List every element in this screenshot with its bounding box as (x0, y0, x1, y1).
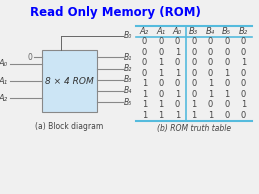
Text: 1: 1 (175, 90, 180, 99)
Text: Read Only Memory (ROM): Read Only Memory (ROM) (30, 6, 201, 19)
Text: 1: 1 (175, 48, 180, 57)
Text: A₀: A₀ (173, 27, 182, 36)
Text: A₁: A₁ (0, 76, 8, 86)
Text: 1: 1 (224, 90, 229, 99)
Text: 0: 0 (224, 48, 229, 57)
Text: 0: 0 (224, 100, 229, 109)
Text: 1: 1 (175, 111, 180, 120)
Text: 0: 0 (175, 100, 180, 109)
Text: 1: 1 (175, 69, 180, 78)
Text: 1: 1 (241, 100, 246, 109)
Text: 0: 0 (224, 58, 229, 67)
Text: 0: 0 (142, 58, 147, 67)
Text: B₄: B₄ (206, 27, 215, 36)
Text: 1: 1 (158, 69, 163, 78)
Text: 0: 0 (27, 53, 32, 62)
Text: 0: 0 (208, 100, 213, 109)
Text: 1: 1 (142, 90, 147, 99)
Text: 8 × 4 ROM: 8 × 4 ROM (45, 76, 94, 86)
Text: 0: 0 (241, 90, 246, 99)
Text: A₀: A₀ (0, 59, 8, 68)
Text: B₃: B₃ (189, 27, 198, 36)
Text: B₅: B₅ (124, 98, 132, 107)
Text: 0: 0 (208, 37, 213, 46)
Text: 0: 0 (158, 48, 163, 57)
Text: A₂: A₂ (140, 27, 149, 36)
Text: 0: 0 (175, 37, 180, 46)
Text: 1: 1 (142, 79, 147, 88)
Text: A₂: A₂ (0, 94, 8, 103)
Text: 0: 0 (175, 58, 180, 67)
Text: 0: 0 (175, 79, 180, 88)
Text: 0: 0 (158, 37, 163, 46)
Text: 0: 0 (191, 79, 196, 88)
Text: B₃: B₃ (124, 75, 132, 84)
Text: (a) Block diagram: (a) Block diagram (35, 122, 104, 131)
Text: B₀: B₀ (124, 31, 132, 41)
Text: 0: 0 (158, 79, 163, 88)
Text: 0: 0 (208, 69, 213, 78)
Text: 0: 0 (241, 37, 246, 46)
Text: 1: 1 (208, 79, 213, 88)
Text: 1: 1 (158, 111, 163, 120)
Text: 0: 0 (224, 79, 229, 88)
Text: 1: 1 (208, 90, 213, 99)
Bar (42, 50, 97, 112)
Text: 0: 0 (191, 69, 196, 78)
Text: 0: 0 (191, 58, 196, 67)
Text: 1: 1 (191, 111, 196, 120)
Text: 0: 0 (241, 111, 246, 120)
Text: 0: 0 (142, 37, 147, 46)
Text: (b) ROM truth table: (b) ROM truth table (157, 125, 231, 133)
Text: A₁: A₁ (156, 27, 165, 36)
Text: 0: 0 (191, 37, 196, 46)
Text: 1: 1 (208, 111, 213, 120)
Text: 1: 1 (191, 100, 196, 109)
Text: 1: 1 (142, 111, 147, 120)
Text: 0: 0 (241, 69, 246, 78)
Text: B₅: B₅ (222, 27, 231, 36)
Text: 1: 1 (158, 100, 163, 109)
Text: 0: 0 (208, 58, 213, 67)
Text: 1: 1 (158, 58, 163, 67)
Text: 0: 0 (241, 48, 246, 57)
Text: 0: 0 (241, 79, 246, 88)
Text: 0: 0 (142, 48, 147, 57)
Text: 0: 0 (208, 48, 213, 57)
Text: 0: 0 (191, 48, 196, 57)
Text: B₂: B₂ (239, 27, 248, 36)
Text: B₄: B₄ (124, 86, 132, 95)
Text: 0: 0 (191, 90, 196, 99)
Text: 0: 0 (224, 111, 229, 120)
Text: 1: 1 (142, 100, 147, 109)
Text: B₂: B₂ (124, 64, 132, 73)
Text: 0: 0 (224, 37, 229, 46)
Text: 0: 0 (158, 90, 163, 99)
Text: 0: 0 (142, 69, 147, 78)
Text: 1: 1 (224, 69, 229, 78)
Text: 1: 1 (241, 58, 246, 67)
Text: B₁: B₁ (124, 53, 132, 62)
